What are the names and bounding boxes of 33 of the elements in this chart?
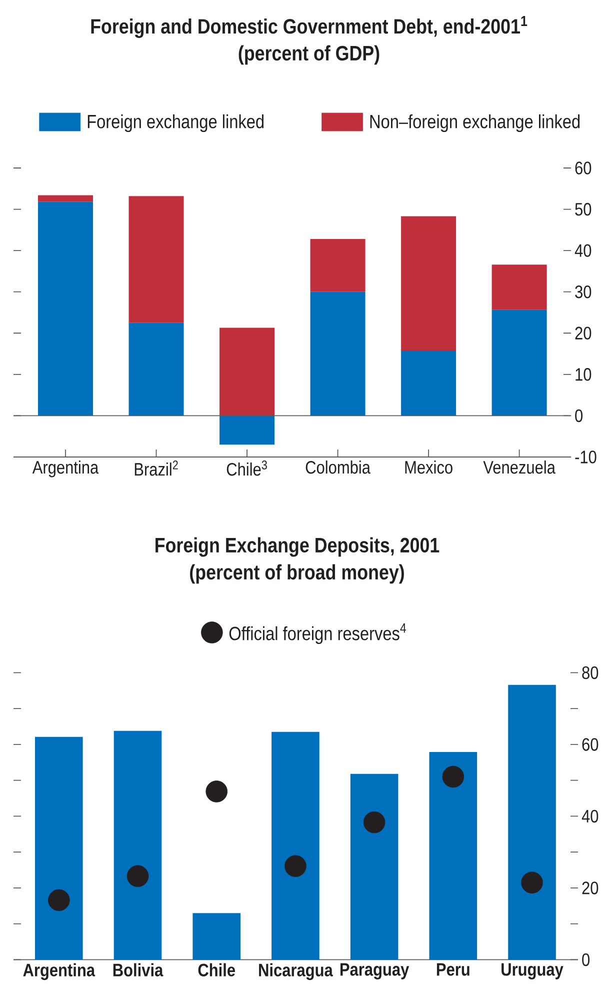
y-tick-label: 10: [576, 368, 592, 381]
y-tick-label: 40: [582, 810, 598, 823]
x-tick-label: Brazil$^{2}$: [134, 460, 178, 476]
y-tick-label: 20: [582, 882, 598, 894]
chart-subtitle: (percent of broad money): [190, 564, 404, 584]
x-tick-label: Bolivia: [113, 963, 164, 976]
y-tick-label: 0: [575, 409, 583, 422]
x-tick-label: Argentina: [23, 963, 96, 980]
x-tick-label: Chile$^{3}$: [226, 460, 267, 476]
x-tick-label: Venezuela: [483, 460, 556, 474]
y-tick-label: 50: [575, 202, 592, 216]
legend-label: Official foreign reserves$^{4}$: [229, 623, 406, 644]
legend-label: Non–foreign exchange linked: [370, 114, 580, 132]
y-tick-label: 60: [582, 738, 598, 751]
chart-subtitle: (percent of GDP): [238, 45, 380, 65]
x-tick-label: Argentina: [32, 460, 99, 478]
y-tick-label: 40: [574, 244, 592, 257]
x-tick-label: Colombia: [306, 460, 370, 474]
chart-title: Foreign and Domestic Government Debt, end-2001$^{1}$: [91, 16, 528, 38]
legend-label: Foreign exchange linked: [88, 114, 264, 132]
x-tick-label: Uruguay: [502, 963, 564, 980]
chart-title: Foreign Exchange Deposits, 2001: [156, 537, 440, 557]
y-tick-label: 60: [575, 162, 592, 174]
y-tick-label: 0: [582, 953, 590, 966]
y-tick-label: 20: [575, 326, 592, 340]
x-tick-label: Nicaragua: [259, 963, 333, 980]
x-tick-label: Paraguay: [340, 963, 410, 980]
x-tick-label: Mexico: [405, 460, 452, 474]
y-tick-label: -10: [575, 450, 596, 464]
x-tick-label: Peru: [436, 963, 470, 976]
x-tick-label: Chile: [198, 963, 235, 976]
y-tick-label: 30: [575, 285, 592, 298]
y-tick-label: 80: [582, 666, 598, 680]
